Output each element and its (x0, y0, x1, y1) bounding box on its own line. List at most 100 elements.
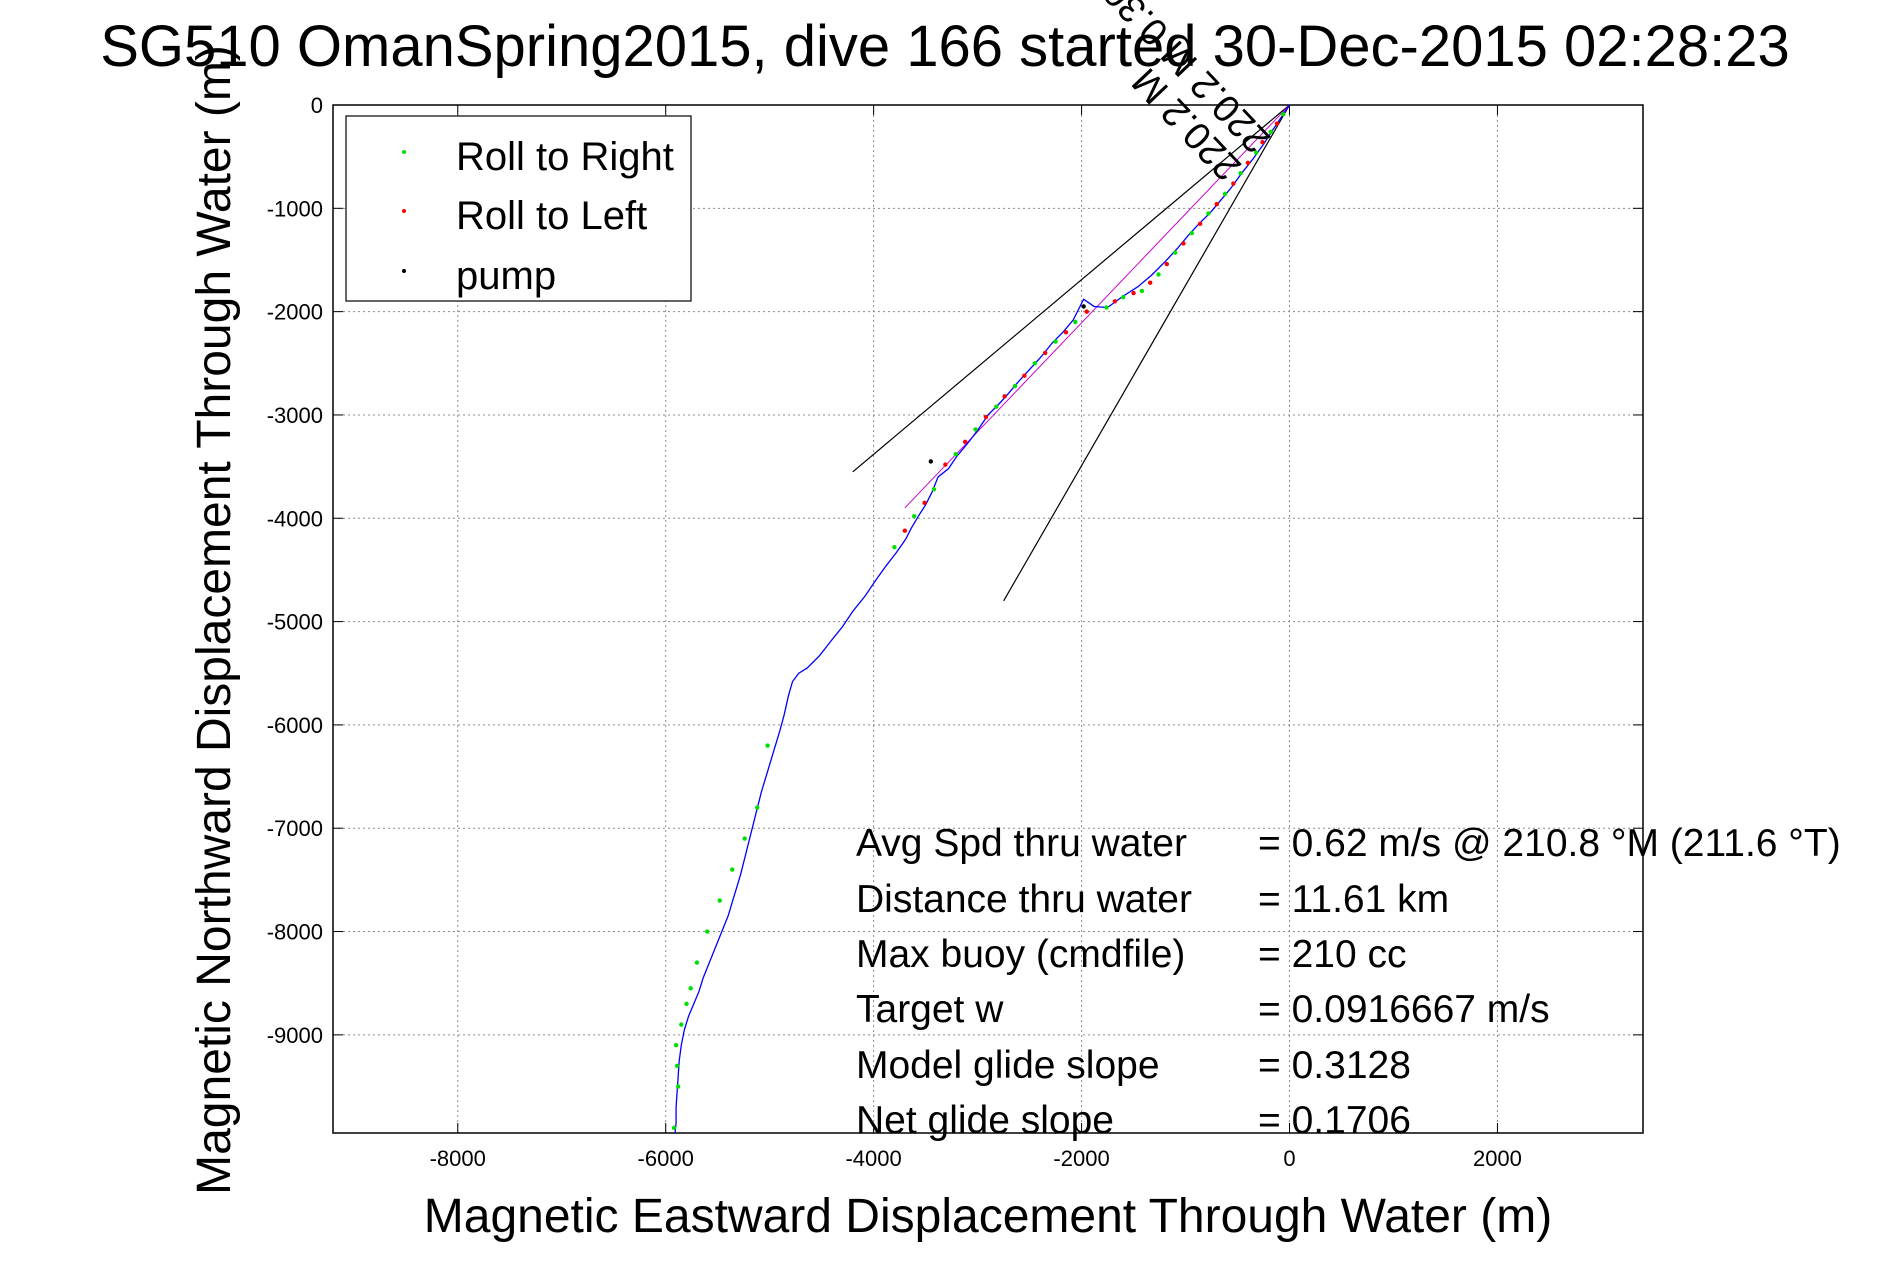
roll-right-point (953, 452, 958, 457)
roll-right-point (1206, 211, 1211, 216)
roll-right-point (1238, 170, 1243, 176)
x-tick-label: -6000 (638, 1146, 694, 1171)
y-tick-label: -3000 (267, 403, 323, 428)
stat-value-model-glide: = 0.3128 (1258, 1044, 1411, 1087)
roll-left-point (1063, 330, 1069, 335)
roll-right-point (679, 1022, 684, 1027)
roll-left-point (1260, 139, 1265, 145)
legend-label-pump: pump (456, 254, 556, 298)
roll-right-point (1222, 191, 1228, 197)
stat-label-net-glide: Net glide slope (856, 1099, 1114, 1142)
roll-right-point (1120, 294, 1126, 300)
y-tick-label: -4000 (267, 506, 323, 531)
roll-right-point (1189, 230, 1194, 236)
y-tick-label: -1000 (267, 196, 323, 221)
roll-right-point (742, 836, 747, 841)
legend-marker-roll-left (402, 209, 406, 213)
roll-left-point (1197, 221, 1203, 227)
dive-track-line (674, 104, 1291, 1134)
stat-value-distance: = 11.61 km (1258, 878, 1449, 921)
axis-ticks: -8000 -6000 -4000 -2000 0 2000 0 -1000 -2000 -300… (267, 93, 1643, 1171)
roll-left-point (1231, 181, 1236, 186)
roll-right-point (892, 544, 897, 550)
x-tick-label: -2000 (1053, 1146, 1109, 1171)
x-tick-label: -8000 (430, 1146, 486, 1171)
roll-left-point (1214, 201, 1219, 207)
grid-lines (333, 104, 1643, 1133)
roll-left-point (983, 414, 989, 420)
legend-label-roll-left: Roll to Left (456, 194, 647, 238)
pump-point (1081, 304, 1086, 309)
roll-right-point (675, 1084, 681, 1089)
roll-right-point (673, 1042, 679, 1048)
stat-value-avg-speed: = 0.62 m/s @ 210.8 °M (211.6 °T) (1258, 822, 1841, 865)
roll-left-point (1147, 280, 1153, 285)
data-lines (674, 104, 1291, 1134)
stat-label-model-glide: Model glide slope (856, 1044, 1160, 1087)
stat-label-distance: Distance thru water (856, 878, 1192, 921)
roll-right-point (765, 743, 770, 748)
roll-right-point (911, 514, 917, 519)
roll-right-point (931, 487, 937, 492)
stat-value-net-glide: = 0.1706 (1258, 1099, 1411, 1142)
roll-right-point (994, 404, 999, 409)
stat-label-target-w: Target w (856, 988, 1004, 1031)
roll-right-point (1156, 272, 1161, 277)
roll-right-point (1268, 129, 1273, 135)
y-tick-label: -2000 (267, 300, 323, 325)
y-tick-label: -7000 (267, 816, 323, 841)
roll-left-point (1245, 160, 1251, 166)
data-markers (671, 112, 1286, 1131)
stats-block: Avg Spd thru water = 0.62 m/s @ 210.8 °M… (856, 822, 1841, 1142)
stat-label-avg-speed: Avg Spd thru water (856, 822, 1187, 865)
roll-right-point (1254, 150, 1259, 155)
legend-marker-pump (402, 269, 406, 273)
x-tick-label: 0 (1283, 1146, 1295, 1171)
roll-left-point (1084, 309, 1089, 314)
roll-left-point (922, 500, 927, 505)
legend: Roll to Right Roll to Left pump (345, 115, 692, 302)
roll-right-point (684, 1001, 689, 1007)
roll-right-point (671, 1125, 677, 1131)
roll-left-point (902, 528, 908, 533)
x-axis-label: Magnetic Eastward Displacement Through W… (424, 1190, 1552, 1243)
x-tick-label: 2000 (1473, 1146, 1522, 1171)
roll-right-point (754, 805, 760, 810)
cone-line (852, 104, 1290, 473)
roll-left-point (943, 462, 948, 467)
cone-line (1003, 104, 1291, 602)
pump-point (928, 459, 934, 464)
roll-right-point (1012, 383, 1018, 389)
roll-left-point (1002, 394, 1007, 399)
roll-right-point (1172, 250, 1178, 255)
stat-value-max-buoy: = 210 cc (1258, 933, 1407, 976)
y-tick-label: 0 (311, 93, 323, 118)
y-tick-label: -9000 (267, 1023, 323, 1048)
y-tick-label: -8000 (267, 920, 323, 945)
roll-right-point (1032, 361, 1037, 366)
roll-left-point (962, 439, 968, 445)
roll-left-point (1274, 121, 1280, 126)
roll-right-point (674, 1063, 680, 1069)
roll-right-point (694, 960, 700, 965)
roll-right-point (973, 427, 978, 432)
roll-right-point (1104, 305, 1109, 310)
roll-right-point (705, 929, 710, 934)
roll-right-point (1053, 339, 1058, 344)
roll-left-point (1181, 241, 1186, 246)
y-tick-label: -5000 (267, 610, 323, 635)
roll-left-point (1042, 350, 1048, 356)
chart-title: SG510 OmanSpring2015, dive 166 started 3… (100, 14, 1790, 79)
roll-left-point (1131, 290, 1136, 296)
roll-right-point (1073, 319, 1078, 325)
y-axis-label: Magnetic Northward Displacement Through … (188, 45, 241, 1195)
roll-right-point (1139, 288, 1145, 294)
roll-left-point (1112, 299, 1118, 304)
x-tick-label: -4000 (845, 1146, 901, 1171)
roll-right-point (688, 986, 693, 991)
roll-right-point (1281, 112, 1286, 117)
roll-right-point (730, 867, 735, 872)
stat-label-max-buoy: Max buoy (cmdfile) (856, 933, 1185, 976)
